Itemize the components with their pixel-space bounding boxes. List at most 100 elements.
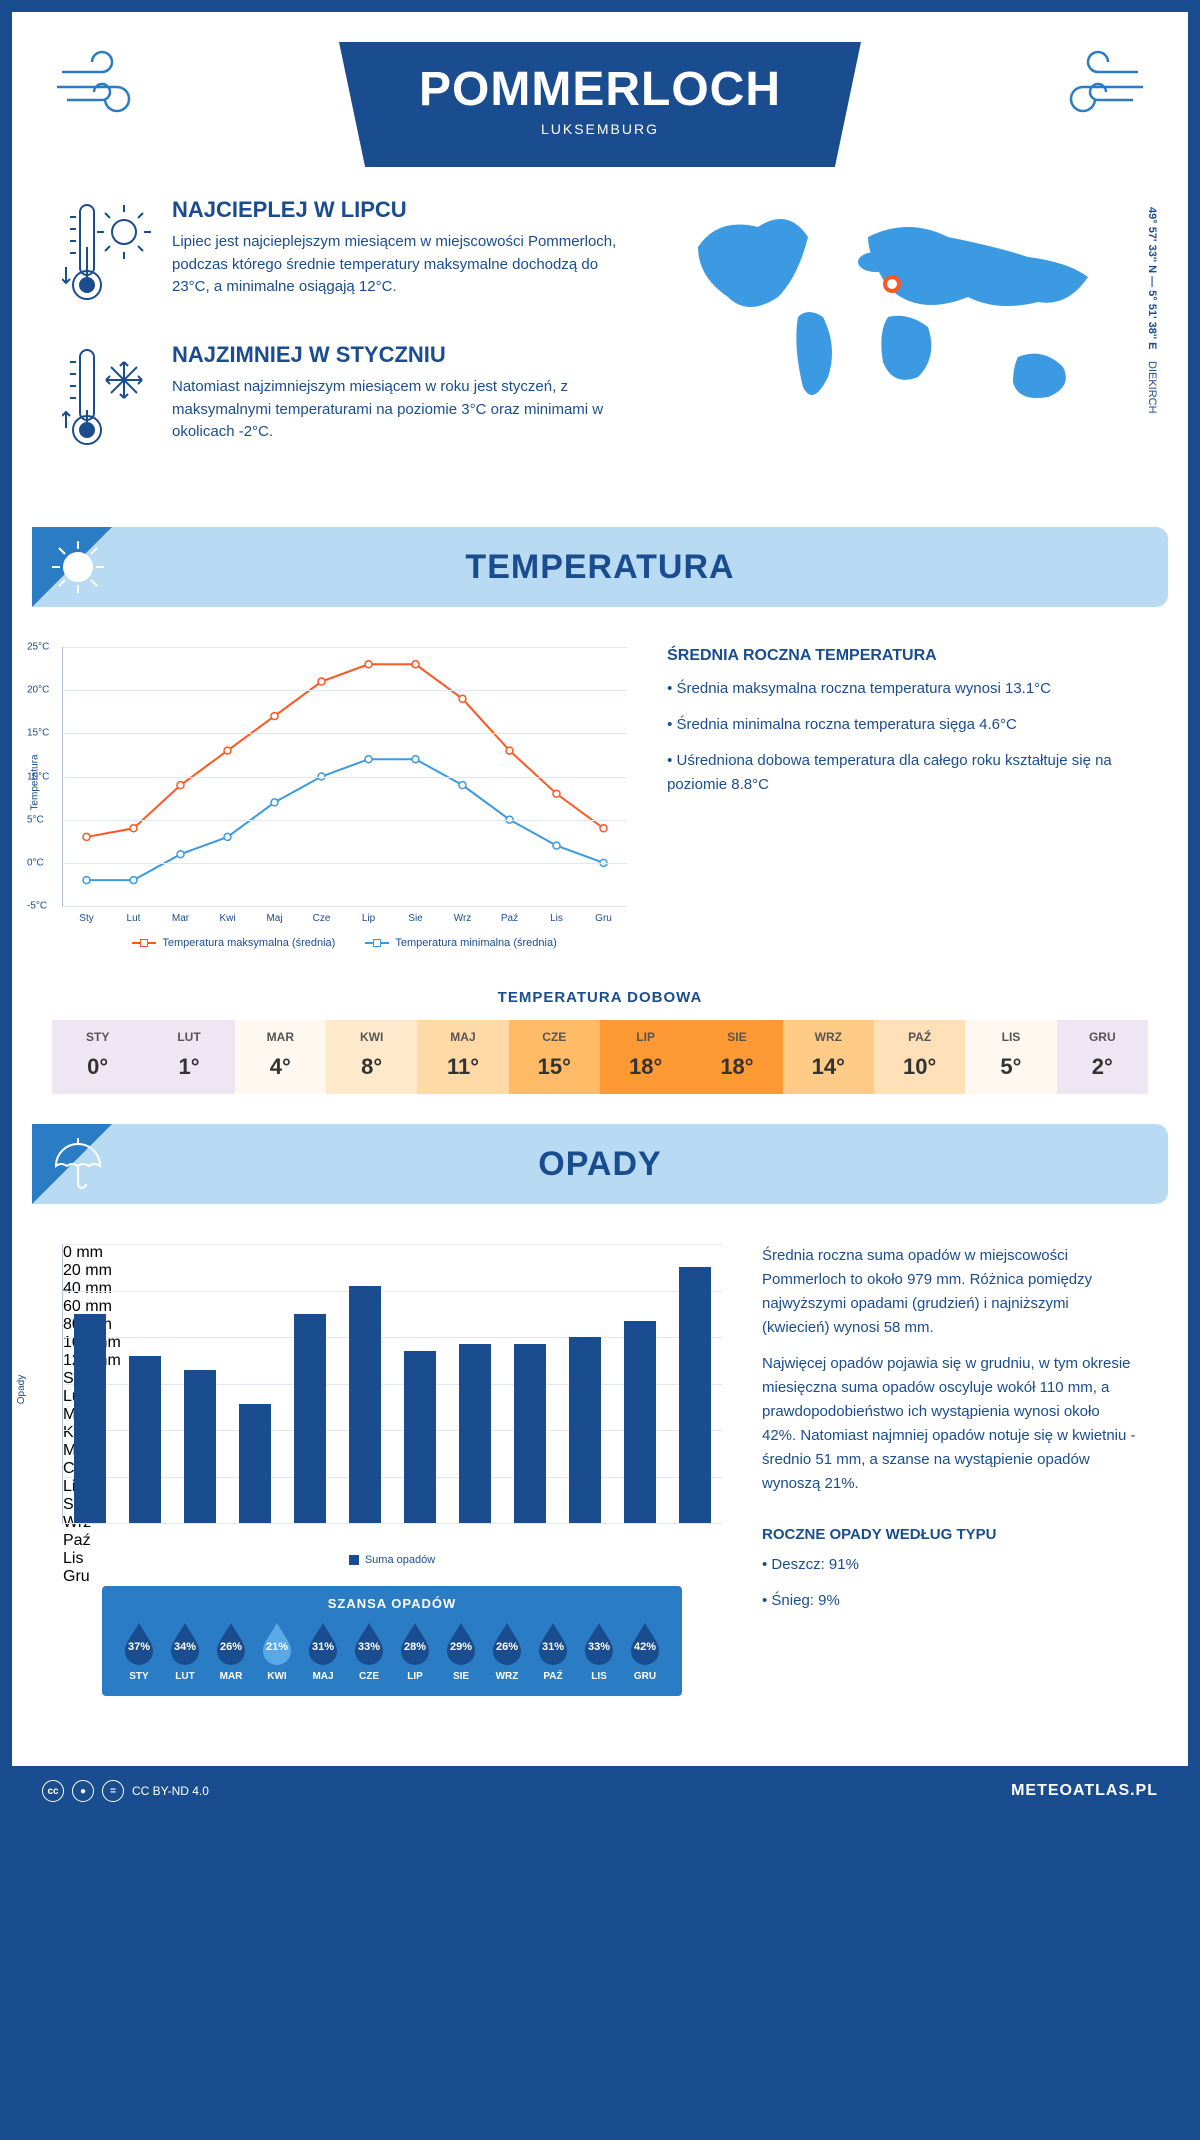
daily-month: PAŹ — [874, 1030, 965, 1044]
precip-text-2: Najwięcej opadów pojawia się w grudniu, … — [762, 1352, 1138, 1496]
daily-value: 5° — [965, 1054, 1056, 1080]
daily-value: 4° — [235, 1054, 326, 1080]
temp-xtick: Sty — [79, 913, 93, 924]
temp-text-2: • Średnia minimalna roczna temperatura s… — [667, 713, 1138, 737]
daily-cell: LIP 18° — [600, 1020, 691, 1094]
temp-ytick: 25°C — [27, 642, 49, 653]
daily-month: MAJ — [417, 1030, 508, 1044]
coldest-title: NAJZIMNIEJ W STYCZNIU — [172, 342, 628, 368]
coordinates: 49° 57' 33'' N — 5° 51' 38'' E DIEKIRCH — [1146, 207, 1158, 413]
chance-cell: 42% GRU — [622, 1621, 668, 1682]
daily-month: KWI — [326, 1030, 417, 1044]
precip-bar — [459, 1344, 491, 1523]
daily-value: 10° — [874, 1054, 965, 1080]
temp-xtick: Lut — [127, 913, 141, 924]
temp-xtick: Cze — [313, 913, 331, 924]
precip-ytick: 40 mm — [63, 1280, 722, 1298]
temp-ytick: 10°C — [27, 771, 49, 782]
raindrop-icon: 31% — [305, 1621, 341, 1665]
daily-value: 14° — [783, 1054, 874, 1080]
raindrop-icon: 33% — [581, 1621, 617, 1665]
precip-bar — [294, 1314, 326, 1523]
daily-month: LUT — [143, 1030, 234, 1044]
chance-cell: 29% SIE — [438, 1621, 484, 1682]
location-marker-icon — [883, 275, 901, 293]
precip-bar — [569, 1337, 601, 1523]
daily-value: 8° — [326, 1054, 417, 1080]
precip-type-snow: • Śnieg: 9% — [762, 1589, 1138, 1613]
raindrop-icon: 33% — [351, 1621, 387, 1665]
daily-cell: PAŹ 10° — [874, 1020, 965, 1094]
page-subtitle: LUKSEMBURG — [419, 121, 781, 137]
chance-month: STY — [116, 1671, 162, 1682]
raindrop-icon: 26% — [213, 1621, 249, 1665]
title-banner: POMMERLOCH LUKSEMBURG — [339, 42, 861, 167]
raindrop-icon: 37% — [121, 1621, 157, 1665]
chance-month: SIE — [438, 1671, 484, 1682]
raindrop-icon: 21% — [259, 1621, 295, 1665]
chance-value: 34% — [167, 1621, 203, 1665]
thermometer-sun-icon — [62, 197, 152, 307]
precip-ytick: 60 mm — [63, 1298, 722, 1316]
coldest-block: NAJZIMNIEJ W STYCZNIU Natomiast najzimni… — [62, 342, 628, 457]
precipitation-chart: Opady 0 mm20 mm40 mm60 mm80 mm100 mm120 … — [62, 1244, 722, 1524]
chance-value: 37% — [121, 1621, 157, 1665]
precip-bar — [679, 1267, 711, 1523]
daily-temp-table: STY0°LUT1°MAR4°KWI8°MAJ11°CZE15°LIP18°SI… — [52, 1020, 1148, 1094]
chance-month: CZE — [346, 1671, 392, 1682]
section-precip-title: OPADY — [32, 1145, 1168, 1184]
temp-xtick: Lip — [362, 913, 375, 924]
daily-value: 18° — [600, 1054, 691, 1080]
daily-cell: SIE 18° — [691, 1020, 782, 1094]
precip-xtick: Gru — [63, 1568, 722, 1586]
raindrop-icon: 31% — [535, 1621, 571, 1665]
sun-icon — [48, 537, 108, 597]
daily-month: WRZ — [783, 1030, 874, 1044]
temp-xtick: Kwi — [219, 913, 235, 924]
chance-value: 33% — [581, 1621, 617, 1665]
warmest-body: Lipiec jest najcieplejszym miesiącem w m… — [172, 231, 628, 299]
chance-cell: 34% LUT — [162, 1621, 208, 1682]
chance-cell: 33% CZE — [346, 1621, 392, 1682]
chance-value: 29% — [443, 1621, 479, 1665]
chance-month: MAJ — [300, 1671, 346, 1682]
warmest-block: NAJCIEPLEJ W LIPCU Lipiec jest najcieple… — [62, 197, 628, 312]
page-title: POMMERLOCH — [419, 62, 781, 117]
precip-ytick: 20 mm — [63, 1262, 722, 1280]
precip-text-1: Średnia roczna suma opadów w miejscowośc… — [762, 1244, 1138, 1340]
temp-xtick: Paź — [501, 913, 518, 924]
daily-month: GRU — [1057, 1030, 1148, 1044]
temp-ytick: 0°C — [27, 857, 44, 868]
daily-cell: WRZ 14° — [783, 1020, 874, 1094]
daily-value: 15° — [509, 1054, 600, 1080]
daily-cell: KWI 8° — [326, 1020, 417, 1094]
temp-text-1: • Średnia maksymalna roczna temperatura … — [667, 677, 1138, 701]
raindrop-icon: 42% — [627, 1621, 663, 1665]
daily-value: 18° — [691, 1054, 782, 1080]
temp-y-axis-label: Temperatura — [30, 754, 41, 810]
precip-type-title: ROCZNE OPADY WEDŁUG TYPU — [762, 1526, 1138, 1543]
chance-cell: 31% PAŹ — [530, 1621, 576, 1682]
license-text: CC BY-ND 4.0 — [132, 1784, 209, 1798]
precip-bar — [624, 1321, 656, 1523]
chance-value: 31% — [535, 1621, 571, 1665]
thermometer-snow-icon — [62, 342, 152, 452]
daily-temp-title: TEMPERATURA DOBOWA — [12, 989, 1188, 1006]
daily-value: 11° — [417, 1054, 508, 1080]
chance-cell: 31% MAJ — [300, 1621, 346, 1682]
daily-value: 2° — [1057, 1054, 1148, 1080]
world-map: 49° 57' 33'' N — 5° 51' 38'' E DIEKIRCH — [658, 197, 1138, 487]
chance-cell: 33% LIS — [576, 1621, 622, 1682]
wind-icon-right — [1028, 42, 1148, 122]
temp-legend: Temperatura maksymalna (średnia) Tempera… — [62, 937, 627, 949]
raindrop-icon: 34% — [167, 1621, 203, 1665]
daily-month: SIE — [691, 1030, 782, 1044]
header: POMMERLOCH LUKSEMBURG — [12, 12, 1188, 187]
chance-month: GRU — [622, 1671, 668, 1682]
daily-month: LIP — [600, 1030, 691, 1044]
temp-ytick: 20°C — [27, 685, 49, 696]
daily-month: MAR — [235, 1030, 326, 1044]
precip-bar — [239, 1404, 271, 1523]
precip-type-rain: • Deszcz: 91% — [762, 1553, 1138, 1577]
by-icon: ● — [72, 1780, 94, 1802]
